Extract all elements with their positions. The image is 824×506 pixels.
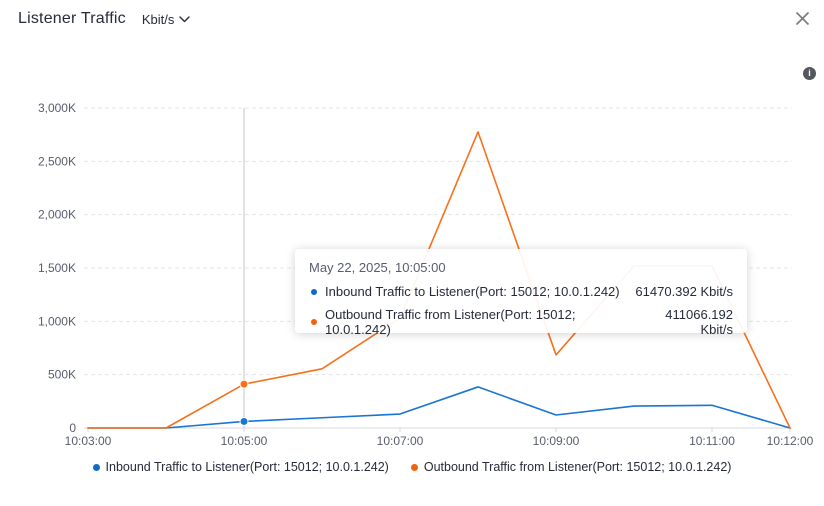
panel-header: Listener Traffic Kbit/s bbox=[18, 10, 191, 28]
unit-dropdown[interactable]: Kbit/s bbox=[142, 12, 191, 27]
tooltip-row-outbound: Outbound Traffic from Listener(Port: 150… bbox=[309, 307, 733, 337]
inbound-series-dot-icon bbox=[311, 288, 317, 295]
x-axis-tick-label: 10:11:00 bbox=[689, 434, 735, 448]
legend-item-label: Outbound Traffic from Listener(Port: 150… bbox=[423, 460, 732, 474]
x-axis-tick-label: 10:03:00 bbox=[65, 434, 112, 448]
chevron-down-icon bbox=[179, 15, 191, 22]
inbound-legend-dot-icon bbox=[92, 463, 100, 471]
legend: Inbound Traffic to Listener(Port: 15012;… bbox=[0, 460, 824, 474]
y-axis-tick-label: 2,000K bbox=[38, 208, 76, 222]
inbound-series-line bbox=[87, 386, 791, 429]
inbound-hover-point bbox=[239, 416, 249, 426]
x-axis-tick-label: 10:09:00 bbox=[533, 434, 580, 448]
tooltip-row-value: 61470.392 Kbit/s bbox=[635, 284, 733, 299]
outbound-hover-point bbox=[239, 379, 249, 389]
y-axis-tick-label: 1,500K bbox=[38, 261, 76, 275]
legend-item-label: Inbound Traffic to Listener(Port: 15012;… bbox=[105, 460, 389, 474]
y-axis-tick-label: 3,000K bbox=[38, 101, 76, 115]
y-axis-tick-label: 0 bbox=[69, 421, 76, 435]
tooltip-timestamp: May 22, 2025, 10:05:00 bbox=[309, 260, 446, 275]
outbound-series-dot-icon bbox=[311, 319, 317, 325]
legend-item-inbound[interactable]: Inbound Traffic to Listener(Port: 15012;… bbox=[92, 460, 389, 474]
y-axis-tick-label: 1,000K bbox=[38, 314, 76, 328]
close-icon[interactable] bbox=[792, 8, 812, 28]
chart-tooltip: May 22, 2025, 10:05:00 Inbound Traffic t… bbox=[295, 249, 747, 337]
page-title: Listener Traffic bbox=[18, 10, 126, 27]
x-axis-tick-label: 10:12:00 bbox=[767, 434, 814, 448]
legend-item-outbound[interactable]: Outbound Traffic from Listener(Port: 150… bbox=[410, 460, 732, 474]
tooltip-row-inbound: Inbound Traffic to Listener(Port: 15012;… bbox=[309, 284, 733, 299]
x-axis-tick-label: 10:05:00 bbox=[221, 434, 268, 448]
tooltip-row-label: Inbound Traffic to Listener(Port: 15012;… bbox=[325, 284, 620, 299]
x-axis-tick-label: 10:07:00 bbox=[377, 434, 424, 448]
tooltip-row-value: 411066.192 Kbit/s bbox=[665, 307, 733, 337]
unit-dropdown-value: Kbit/s bbox=[141, 11, 175, 27]
y-axis-tick-label: 2,500K bbox=[38, 154, 76, 168]
outbound-legend-dot-icon bbox=[410, 463, 418, 471]
tooltip-row-label: Outbound Traffic from Listener(Port: 150… bbox=[325, 307, 576, 337]
info-icon[interactable]: i bbox=[803, 67, 816, 80]
y-axis-tick-label: 500K bbox=[48, 368, 76, 382]
